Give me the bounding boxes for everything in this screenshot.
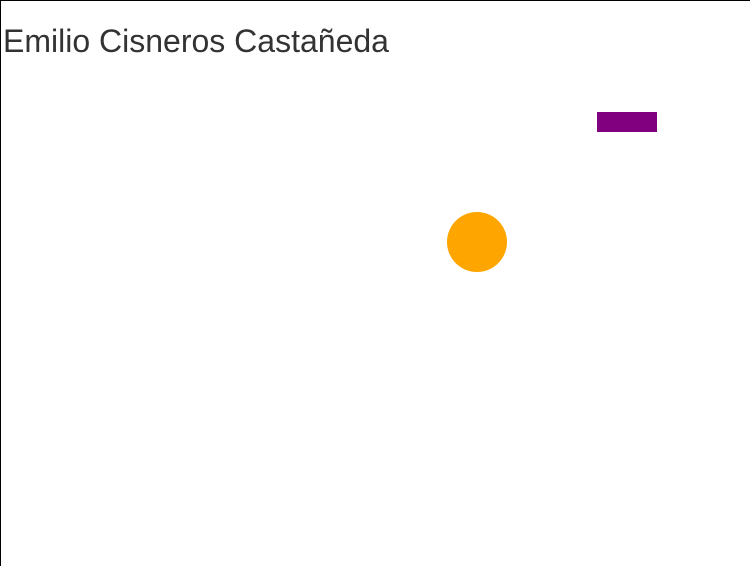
purple-rectangle [597, 112, 657, 132]
page-title: Emilio Cisneros Castañeda [3, 23, 389, 59]
orange-circle [447, 212, 507, 272]
